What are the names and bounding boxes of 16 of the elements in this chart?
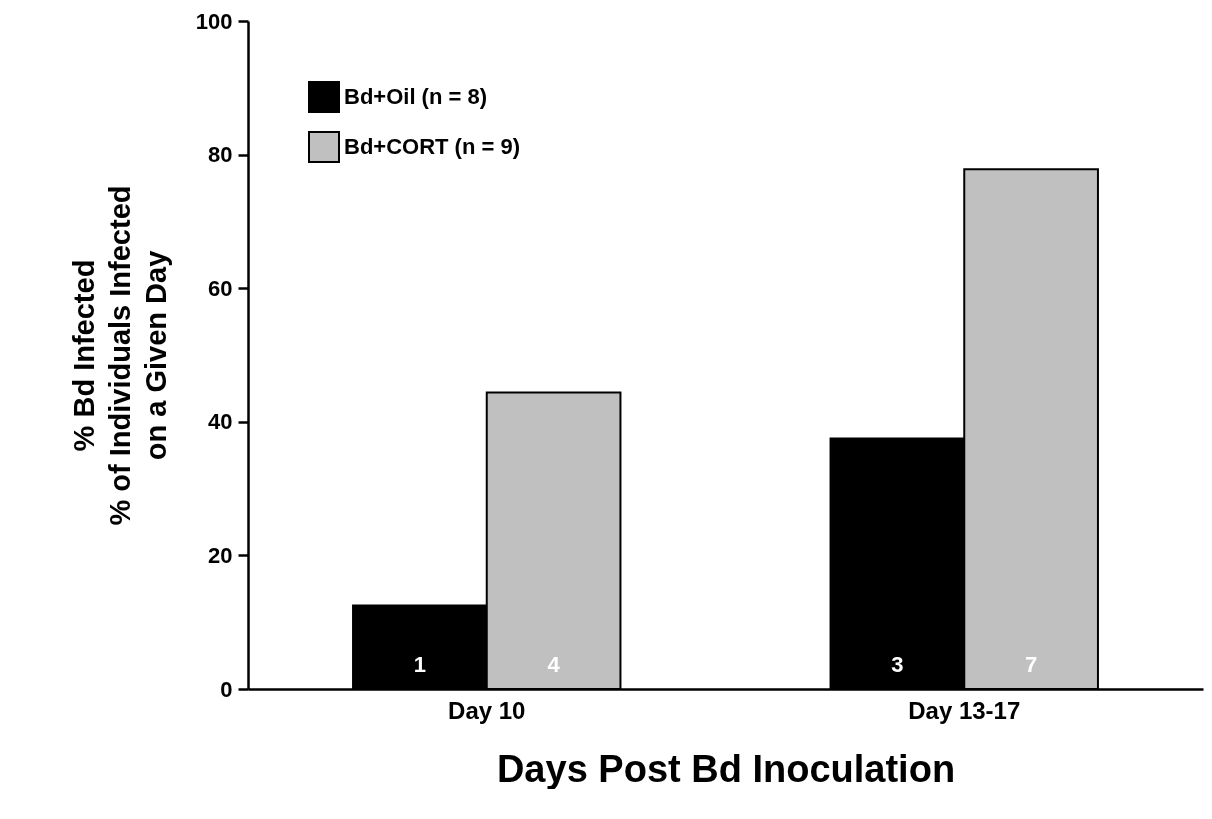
x-tick-label: Day 13-17 bbox=[908, 696, 1021, 724]
y-tick-label: 60 bbox=[208, 275, 233, 301]
legend-label: Bd+Oil (n = 8) bbox=[344, 84, 488, 109]
y-tick-label: 20 bbox=[208, 542, 233, 568]
x-axis-title: Days Post Bd Inoculation bbox=[496, 747, 956, 790]
annotation: 3 bbox=[891, 652, 904, 677]
x-tick-label: Day 10 bbox=[448, 696, 526, 724]
annotation: 7 bbox=[1024, 652, 1038, 677]
y-tick-label: 100 bbox=[195, 8, 233, 34]
y-tick-label: 40 bbox=[208, 409, 233, 435]
legend-label: Bd+CORT (n = 9) bbox=[344, 134, 521, 159]
y-axis-title: % Bd Infected % of Individuals Infected on a Given Day bbox=[67, 185, 172, 526]
annotation: 4 bbox=[547, 652, 561, 677]
y-tick-label: 80 bbox=[208, 142, 233, 168]
annotation: 1 bbox=[413, 652, 427, 677]
y-tick-label: 0 bbox=[220, 676, 233, 702]
